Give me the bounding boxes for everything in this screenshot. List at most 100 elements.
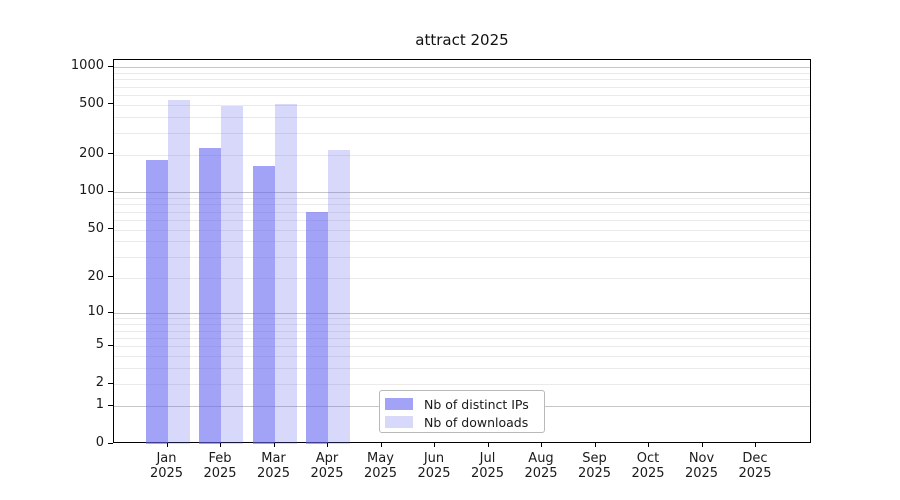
y-tick-mark (108, 103, 113, 105)
legend-swatch-downloads-icon (385, 416, 413, 428)
bar-downloads (274, 104, 297, 444)
minor-gridline (114, 86, 810, 88)
x-tick-mark (434, 443, 435, 447)
x-tick-year-label: 2025 (577, 466, 612, 481)
minor-gridline (114, 154, 810, 156)
minor-gridline (114, 95, 810, 96)
x-tick-year-label: 2025 (738, 466, 772, 481)
major-gridline (114, 192, 810, 194)
y-tick-label: 200 (79, 145, 104, 161)
x-tick-mark (594, 443, 596, 447)
minor-gridline (114, 104, 810, 106)
bar-distinct-ips (306, 211, 328, 444)
minor-gridline (114, 368, 810, 370)
x-tick-mark (701, 443, 703, 447)
x-tick-month-label: Feb (208, 451, 232, 466)
minor-gridline (114, 324, 810, 326)
y-tick-label: 100 (79, 183, 104, 199)
x-tick-year-label: 2025 (684, 466, 719, 481)
x-tick-year-label: 2025 (256, 466, 291, 481)
y-tick-label: 2 (95, 375, 104, 391)
legend-item-downloads: Nb of downloads (385, 414, 536, 430)
y-tick-mark (108, 404, 113, 406)
x-tick-year-label: 2025 (631, 466, 665, 481)
bar-distinct-ips (252, 166, 275, 444)
y-tick-mark (108, 228, 113, 229)
y-tick-mark (108, 344, 113, 346)
x-tick-month-label: Apr (315, 451, 339, 466)
legend-swatch-distinct-ips-icon (385, 398, 413, 410)
x-tick-month-label: Aug (528, 451, 554, 466)
x-tick-mark (487, 443, 489, 447)
y-tick-label: 20 (87, 268, 104, 284)
minor-gridline (114, 132, 810, 134)
major-gridline (114, 67, 810, 69)
y-tick-mark (108, 311, 113, 313)
legend-item-distinct-ips: Nb of distinct IPs (385, 396, 536, 412)
x-tick-mark (380, 443, 382, 447)
y-tick-label: 50 (87, 220, 104, 236)
bar-distinct-ips (145, 160, 168, 444)
minor-gridline (114, 229, 810, 231)
minor-gridline (114, 337, 810, 339)
x-tick-mark (755, 443, 756, 447)
x-tick-mark (648, 443, 649, 447)
minor-gridline (114, 277, 810, 279)
minor-gridline (114, 241, 810, 243)
minor-gridline (114, 219, 810, 221)
x-tick-month-label: Mar (261, 451, 286, 466)
minor-gridline (114, 117, 810, 118)
x-tick-year-label: 2025 (149, 466, 184, 481)
minor-gridline (114, 384, 810, 386)
x-tick-year-label: 2025 (524, 466, 558, 481)
minor-gridline (114, 211, 810, 213)
x-tick-mark (220, 443, 221, 447)
chart-title: attract 2025 (415, 31, 509, 49)
x-tick-month-label: Dec (742, 451, 768, 466)
y-tick-mark (108, 276, 113, 278)
y-tick-mark (108, 153, 113, 155)
y-tick-label: 500 (79, 95, 104, 111)
minor-gridline (114, 346, 810, 348)
legend: Nb of distinct IPs Nb of downloads (379, 390, 545, 433)
bar-downloads (221, 106, 243, 444)
minor-gridline (114, 318, 810, 320)
major-gridline (114, 313, 810, 315)
x-tick-mark (273, 443, 275, 447)
x-tick-year-label: 2025 (470, 466, 505, 481)
x-tick-mark (327, 443, 328, 447)
minor-gridline (114, 72, 810, 74)
y-tick-mark (108, 382, 113, 384)
x-tick-year-label: 2025 (363, 466, 398, 481)
minor-gridline (114, 79, 810, 81)
x-tick-month-label: Jun (423, 451, 445, 466)
minor-gridline (114, 256, 810, 258)
x-tick-month-label: Jul (479, 451, 496, 466)
y-tick-label: 1000 (70, 58, 104, 74)
x-tick-year-label: 2025 (417, 466, 451, 481)
y-tick-label: 1 (95, 397, 104, 413)
y-tick-mark (108, 190, 113, 192)
bar-downloads (167, 100, 190, 444)
minor-gridline (114, 330, 810, 332)
bar-downloads (328, 149, 350, 444)
x-tick-month-label: Sep (582, 451, 607, 466)
y-tick-label: 5 (95, 337, 104, 353)
x-tick-mark (541, 443, 542, 447)
x-tick-mark (166, 443, 168, 447)
x-tick-month-label: Nov (688, 451, 715, 466)
y-tick-mark (108, 442, 113, 444)
x-tick-month-label: May (367, 451, 394, 466)
legend-label-distinct-ips: Nb of distinct IPs (424, 396, 529, 412)
bar-distinct-ips (199, 148, 221, 444)
x-tick-month-label: Oct (636, 451, 660, 466)
y-tick-mark (108, 65, 113, 67)
y-tick-label: 10 (87, 304, 104, 320)
minor-gridline (114, 356, 810, 358)
y-tick-label: 0 (95, 435, 104, 450)
minor-gridline (114, 204, 810, 206)
plot-area (113, 59, 811, 444)
x-tick-year-label: 2025 (310, 466, 344, 481)
x-tick-year-label: 2025 (203, 466, 237, 481)
